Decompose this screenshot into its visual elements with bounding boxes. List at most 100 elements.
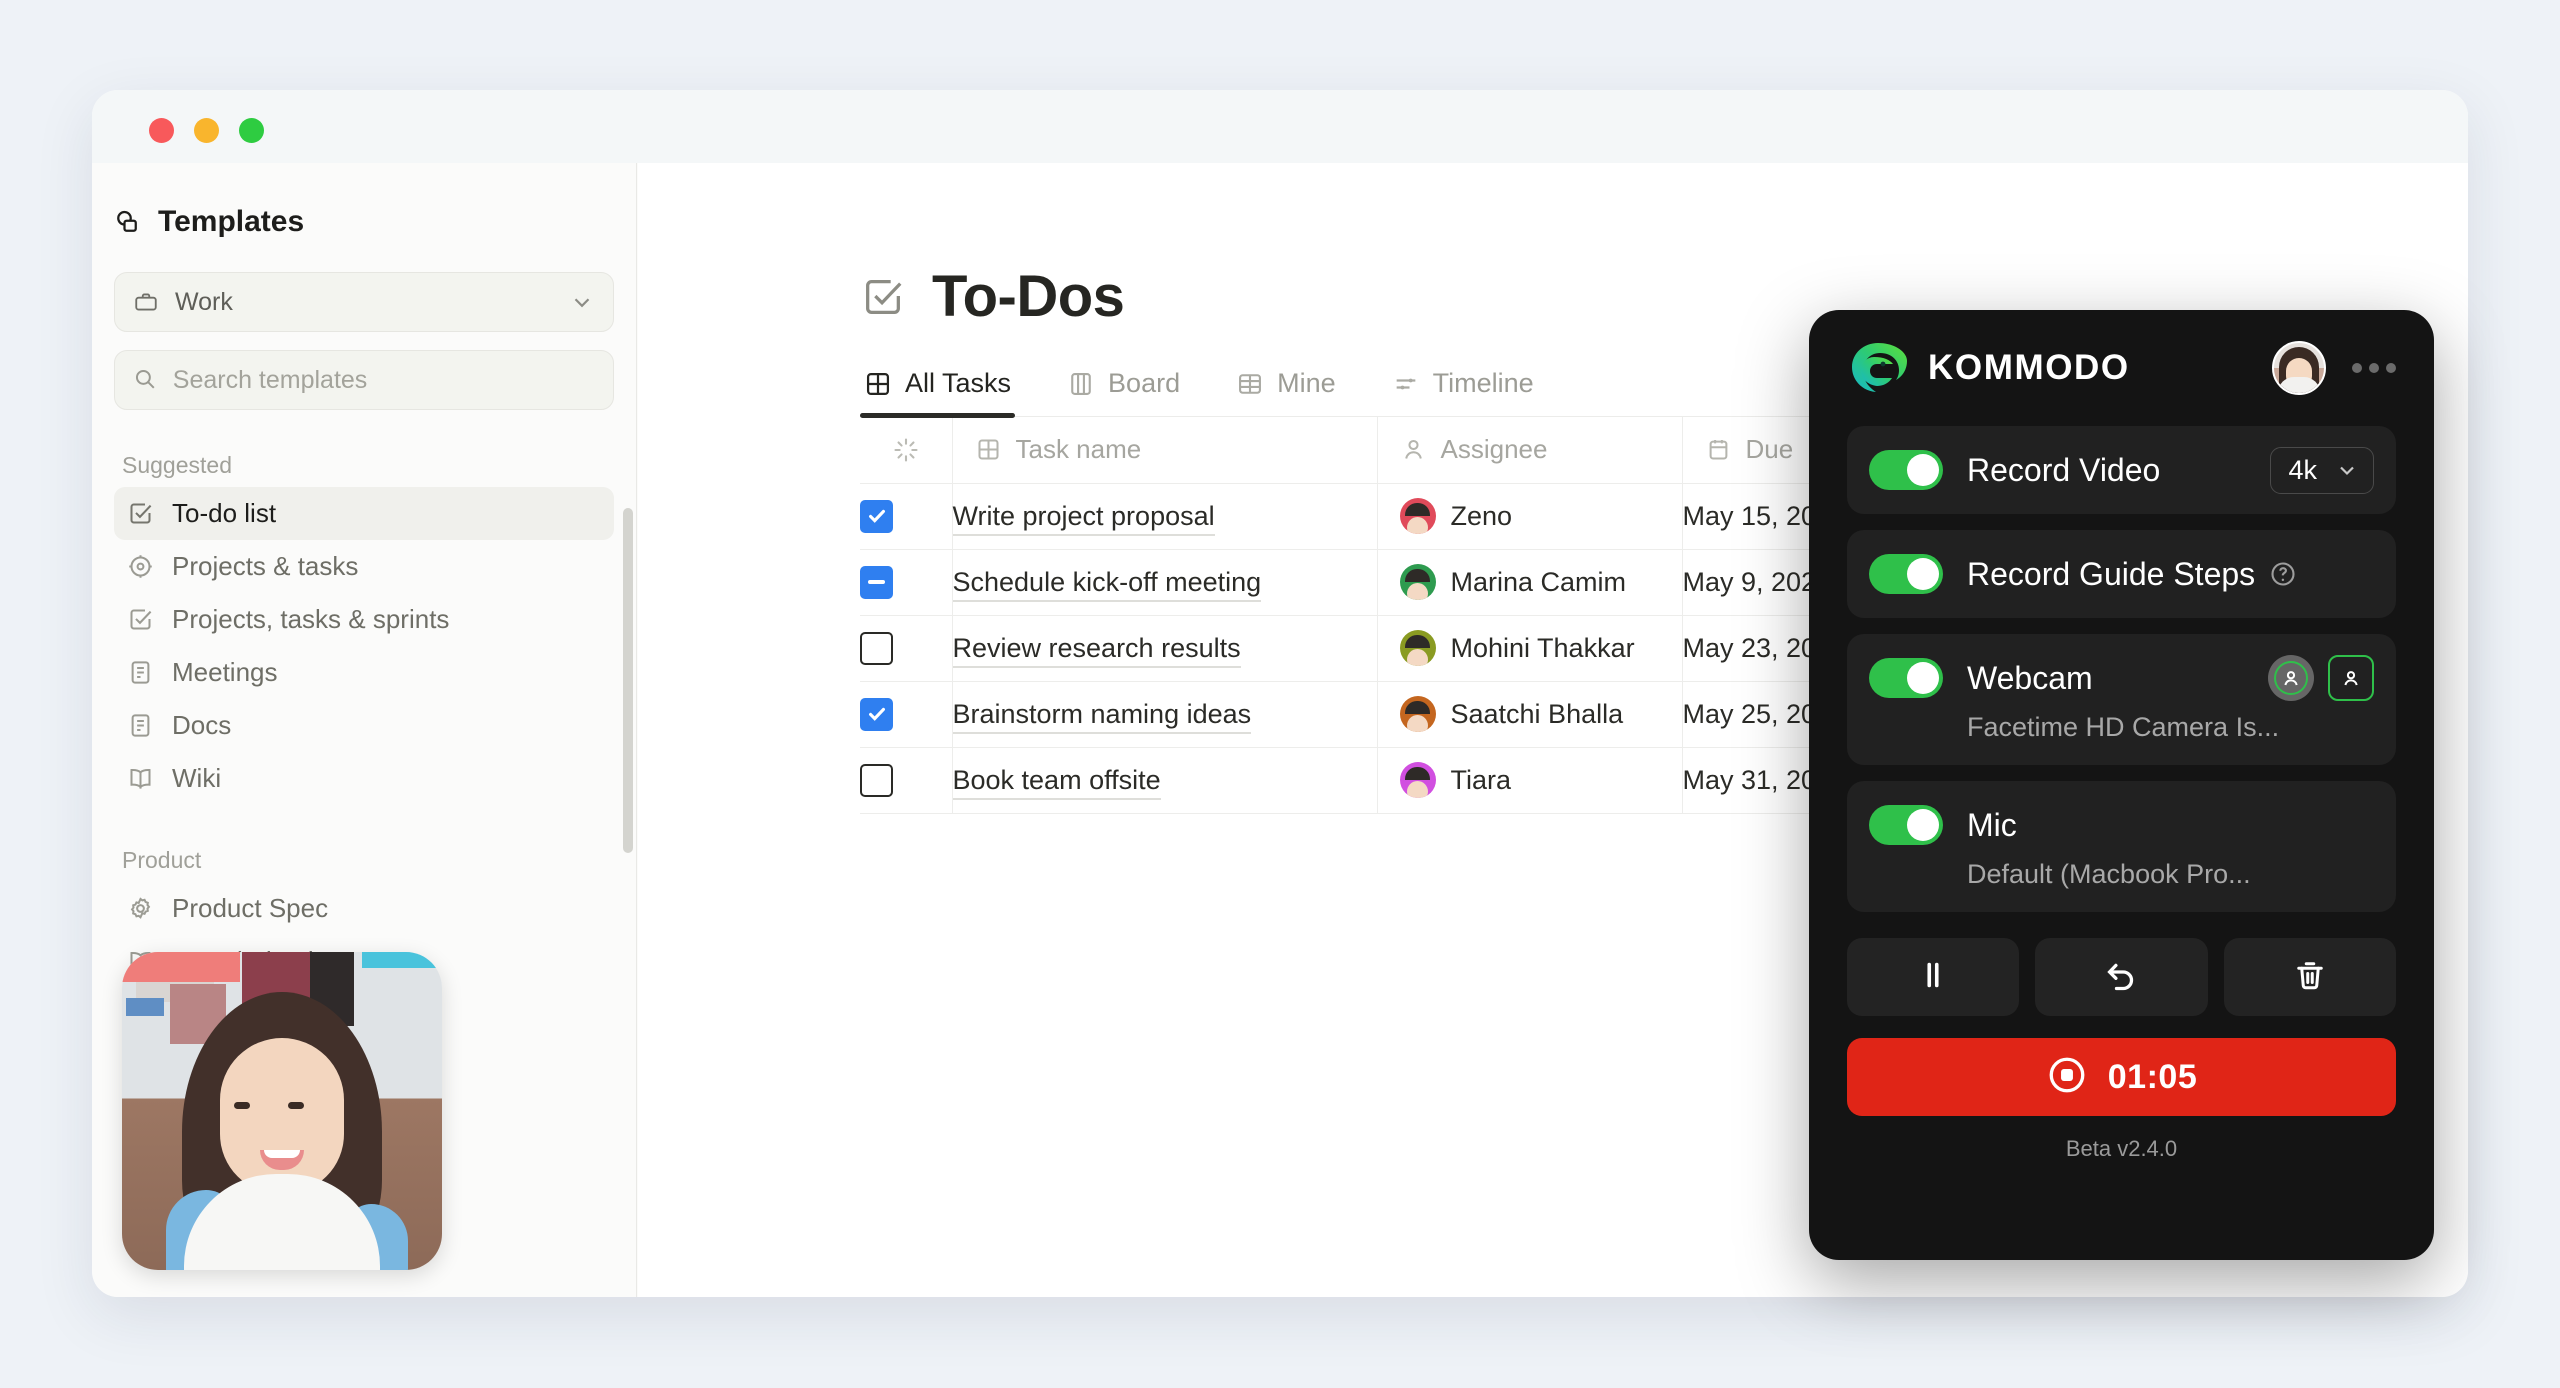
sidebar-item-label: Meetings: [172, 657, 278, 687]
document-icon: [127, 659, 154, 686]
table-icon: [1236, 370, 1264, 398]
checkbox-icon: [127, 500, 154, 527]
tab-mine[interactable]: Mine: [1232, 368, 1362, 416]
briefcase-icon: [133, 289, 159, 315]
video-quality-dropdown[interactable]: 4k: [2270, 446, 2374, 494]
sidebar-item-label: To-do list: [172, 498, 277, 528]
gear-icon: [127, 895, 154, 922]
sidebar-item-label: Wiki: [172, 763, 222, 793]
search-input[interactable]: [172, 365, 595, 395]
app-window: Templates Work Suggested: [92, 90, 2468, 1297]
sidebar-section-title-suggested: Suggested: [122, 452, 232, 478]
assignee-cell[interactable]: Tiara: [1377, 747, 1683, 814]
row-checkbox-cell[interactable]: [860, 681, 953, 748]
row-checkbox-cell[interactable]: [860, 747, 953, 814]
table-row[interactable]: Book team offsite Tiara May 31, 2023: [860, 747, 1903, 814]
assignee-cell[interactable]: Zeno: [1377, 483, 1683, 550]
workspace-picker-value: Work: [175, 287, 233, 316]
assignee-cell[interactable]: Saatchi Bhalla: [1377, 681, 1683, 748]
task-name: Review research results: [952, 632, 1241, 668]
table-row[interactable]: Review research results Mohini Thakkar M…: [860, 615, 1903, 682]
webcam-preview-bubble[interactable]: [122, 952, 442, 1270]
sidebar-scrollbar[interactable]: [623, 508, 633, 853]
assignee-cell[interactable]: Mohini Thakkar: [1377, 615, 1683, 682]
assignee-cell[interactable]: Marina Camim: [1377, 549, 1683, 616]
sidebar-item-label: Projects, tasks & sprints: [172, 604, 450, 634]
sidebar-item-projects-tasks[interactable]: Projects & tasks: [114, 540, 614, 593]
row-checkbox-cell[interactable]: [860, 615, 953, 682]
task-name-cell[interactable]: Brainstorm naming ideas: [952, 681, 1378, 748]
avatar: [1399, 630, 1436, 666]
circle-shape-icon[interactable]: [2268, 655, 2314, 701]
page-title: To-Dos: [932, 264, 1125, 329]
task-name-cell[interactable]: Review research results: [952, 615, 1378, 682]
search-icon: [133, 367, 157, 393]
table-row[interactable]: Write project proposal Zeno May 15, 2023: [860, 483, 1903, 550]
mic-toggle[interactable]: [1869, 805, 1943, 845]
templates-icon: [112, 207, 142, 237]
task-checkbox-unchecked[interactable]: [860, 631, 893, 665]
webcam-video-feed: [122, 952, 442, 1270]
sparkle-icon: [892, 436, 920, 464]
recorder-version: Beta v2.4.0: [2065, 1136, 2178, 1161]
pause-button[interactable]: [1847, 938, 2020, 1016]
due-date: May 9, 2023: [1682, 566, 1832, 597]
avatar[interactable]: [2272, 341, 2326, 395]
help-circle-icon[interactable]: [2269, 560, 2297, 588]
sidebar-item-wiki[interactable]: Wiki: [114, 752, 614, 805]
close-window-button[interactable]: [149, 118, 174, 143]
tasks-table: Task name Assignee: [860, 417, 1903, 814]
sidebar-item-projects-tasks-sprints[interactable]: Projects, tasks & sprints: [114, 593, 614, 646]
discard-button[interactable]: [2223, 938, 2396, 1016]
workspace-picker[interactable]: Work: [114, 272, 614, 332]
task-checkbox-checked[interactable]: [860, 499, 893, 533]
sidebar-item-docs[interactable]: Docs: [114, 699, 614, 752]
table-row[interactable]: Schedule kick-off meeting Marina Camim M…: [860, 549, 1903, 616]
restart-button[interactable]: [2035, 938, 2208, 1016]
square-shape-icon[interactable]: [2328, 655, 2374, 701]
chevron-down-icon: [569, 289, 595, 315]
maximize-window-button[interactable]: [239, 118, 264, 143]
timeline-icon: [1392, 370, 1420, 398]
task-name: Schedule kick-off meeting: [952, 566, 1262, 602]
tab-timeline[interactable]: Timeline: [1388, 368, 1560, 416]
task-name: Brainstorm naming ideas: [952, 698, 1252, 734]
column-header-status[interactable]: [860, 417, 953, 484]
record-guide-steps-toggle[interactable]: [1869, 554, 1943, 594]
mic-device-name[interactable]: Default (Macbook Pro...: [1967, 859, 2251, 889]
tab-label: Mine: [1277, 368, 1336, 398]
more-options-icon[interactable]: [2352, 363, 2396, 373]
task-name-cell[interactable]: Write project proposal: [952, 483, 1378, 550]
task-checkbox-unchecked[interactable]: [860, 763, 893, 797]
webcam-toggle[interactable]: [1869, 658, 1943, 698]
task-checkbox-indeterminate[interactable]: [860, 565, 893, 599]
page-header: To-Dos: [638, 163, 2468, 330]
record-guide-steps-label: Record Guide Steps: [1967, 555, 2256, 592]
record-video-toggle[interactable]: [1869, 450, 1943, 490]
sidebar-item-product-spec[interactable]: Product Spec: [114, 882, 614, 935]
row-checkbox-cell[interactable]: [860, 549, 953, 616]
sidebar-item-to-do-list[interactable]: To-do list: [114, 487, 614, 540]
stop-recording-button[interactable]: 01:05: [1847, 1038, 2396, 1116]
tab-board[interactable]: Board: [1063, 368, 1206, 416]
row-checkbox-cell[interactable]: [860, 483, 953, 550]
mic-label: Mic: [1967, 806, 2017, 843]
sidebar-item-meetings[interactable]: Meetings: [114, 646, 614, 699]
search-templates-field[interactable]: [114, 350, 614, 410]
table-row[interactable]: Brainstorm naming ideas Saatchi Bhalla M…: [860, 681, 1903, 748]
task-name-cell[interactable]: Book team offsite: [952, 747, 1378, 814]
column-header-task-name[interactable]: Task name: [952, 417, 1378, 484]
checkbox-icon: [860, 274, 906, 320]
task-name-cell[interactable]: Schedule kick-off meeting: [952, 549, 1378, 616]
document-icon: [127, 712, 154, 739]
tab-all-tasks[interactable]: All Tasks: [860, 368, 1037, 418]
recorder-controls: [1847, 938, 2396, 1016]
column-header-assignee[interactable]: Assignee: [1377, 417, 1683, 484]
minimize-window-button[interactable]: [194, 118, 219, 143]
sidebar-item-label: Projects & tasks: [172, 551, 359, 581]
webcam-device-name[interactable]: Facetime HD Camera Is...: [1967, 712, 2280, 742]
traffic-lights: [149, 118, 264, 143]
webcam-label: Webcam: [1967, 659, 2093, 696]
task-checkbox-checked[interactable]: [860, 697, 893, 731]
tab-label: All Tasks: [905, 368, 1012, 398]
